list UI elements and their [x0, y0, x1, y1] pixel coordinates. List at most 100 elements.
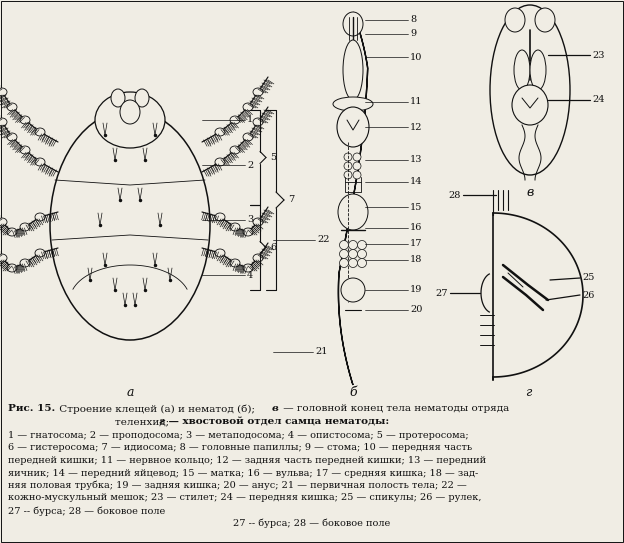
Ellipse shape [7, 133, 17, 141]
Text: Строение клещей (а) и нематод (б);: Строение клещей (а) и нематод (б); [56, 404, 258, 414]
Ellipse shape [358, 258, 366, 268]
Text: 7: 7 [288, 195, 295, 205]
Ellipse shape [348, 241, 358, 249]
Ellipse shape [333, 97, 373, 111]
Ellipse shape [7, 103, 17, 111]
Ellipse shape [344, 162, 352, 170]
Ellipse shape [50, 110, 210, 340]
Text: 21: 21 [315, 348, 328, 357]
Ellipse shape [505, 8, 525, 32]
Text: 8: 8 [410, 16, 416, 24]
Ellipse shape [358, 249, 366, 258]
Ellipse shape [337, 107, 369, 147]
Ellipse shape [95, 92, 165, 148]
Ellipse shape [343, 12, 363, 36]
Text: 11: 11 [410, 98, 422, 106]
Text: 23: 23 [592, 50, 605, 60]
Ellipse shape [135, 89, 149, 107]
Ellipse shape [353, 162, 361, 170]
Text: 14: 14 [410, 178, 422, 186]
Text: — головной конец тела нематоды отряда: — головной конец тела нематоды отряда [280, 404, 509, 413]
Text: 5: 5 [270, 153, 276, 162]
Ellipse shape [514, 50, 530, 90]
Ellipse shape [339, 258, 348, 268]
Text: теленхид;: теленхид; [115, 417, 172, 426]
Ellipse shape [339, 241, 348, 249]
Text: 9: 9 [410, 29, 416, 39]
Ellipse shape [20, 223, 30, 231]
Text: 19: 19 [410, 286, 422, 294]
Text: б: б [349, 386, 357, 399]
Ellipse shape [35, 128, 45, 136]
Ellipse shape [230, 259, 240, 267]
Ellipse shape [344, 171, 352, 179]
Ellipse shape [0, 254, 7, 262]
Text: г: г [158, 417, 164, 426]
Ellipse shape [348, 249, 358, 258]
Text: 2: 2 [247, 161, 253, 169]
Text: передней кишки; 11 — нервное кольцо; 12 — задняя часть передней кишки; 13 — пере: передней кишки; 11 — нервное кольцо; 12 … [8, 456, 486, 465]
Ellipse shape [348, 258, 358, 268]
Ellipse shape [338, 194, 368, 230]
Text: 27 -- бурса; 28 — боковое поле: 27 -- бурса; 28 — боковое поле [8, 506, 165, 515]
Ellipse shape [253, 254, 263, 262]
Text: 18: 18 [410, 256, 422, 264]
Ellipse shape [0, 218, 7, 226]
Text: 15: 15 [410, 203, 422, 212]
Ellipse shape [7, 228, 17, 236]
Ellipse shape [230, 116, 240, 124]
Ellipse shape [215, 128, 225, 136]
Ellipse shape [490, 5, 570, 175]
Ellipse shape [253, 88, 263, 96]
Text: 1: 1 [247, 116, 253, 124]
Text: 27: 27 [436, 288, 448, 298]
Text: 20: 20 [410, 306, 422, 314]
Ellipse shape [243, 228, 253, 236]
Text: кожно-мускульный мешок; 23 — стилет; 24 — передняя кишка; 25 — спикулы; 26 — рул: кожно-мускульный мешок; 23 — стилет; 24 … [8, 494, 482, 502]
Text: няя половая трубка; 19 — задняя кишка; 20 — анус; 21 — первичная полость тела; 2: няя половая трубка; 19 — задняя кишка; 2… [8, 481, 467, 490]
Text: Рис. 15.: Рис. 15. [8, 404, 56, 413]
Text: 13: 13 [410, 155, 422, 165]
Text: 25: 25 [582, 274, 595, 282]
Text: яичник; 14 — передний яйцевод; 15 — матка; 16 — вульва; 17 — средняя кишка; 18 —: яичник; 14 — передний яйцевод; 15 — матк… [8, 469, 478, 477]
Ellipse shape [535, 8, 555, 32]
Text: 24: 24 [592, 96, 605, 104]
Ellipse shape [215, 158, 225, 166]
Ellipse shape [341, 278, 365, 302]
Ellipse shape [358, 241, 366, 249]
Ellipse shape [215, 249, 225, 257]
Ellipse shape [243, 103, 253, 111]
Ellipse shape [253, 218, 263, 226]
Ellipse shape [35, 158, 45, 166]
Ellipse shape [20, 146, 30, 154]
Ellipse shape [0, 88, 7, 96]
Text: 6: 6 [270, 243, 276, 252]
Text: 1 — гнатосома; 2 — проподосома; 3 — метаподосома; 4 — опистосома; 5 — протеросом: 1 — гнатосома; 2 — проподосома; 3 — мета… [8, 431, 469, 440]
Ellipse shape [35, 249, 45, 257]
Text: а: а [126, 386, 134, 399]
Ellipse shape [120, 100, 140, 124]
Ellipse shape [512, 85, 548, 125]
Ellipse shape [0, 118, 7, 126]
Text: в: в [272, 404, 279, 413]
Ellipse shape [243, 264, 253, 272]
Ellipse shape [339, 249, 348, 258]
Text: г: г [525, 386, 531, 399]
Text: 26: 26 [582, 291, 595, 300]
Ellipse shape [353, 153, 361, 161]
Ellipse shape [253, 118, 263, 126]
Text: 17: 17 [410, 239, 422, 249]
Ellipse shape [530, 50, 546, 90]
Ellipse shape [343, 40, 363, 100]
Text: 3: 3 [247, 216, 253, 224]
Text: 16: 16 [410, 224, 422, 232]
Text: — хвостовой отдел самца нематоды:: — хвостовой отдел самца нематоды: [165, 417, 389, 426]
Text: 12: 12 [410, 123, 422, 131]
Ellipse shape [215, 213, 225, 221]
Text: 27 -- бурса; 28 — боковое поле: 27 -- бурса; 28 — боковое поле [233, 519, 391, 528]
Text: 22: 22 [317, 236, 329, 244]
Ellipse shape [35, 213, 45, 221]
Text: в: в [527, 186, 534, 199]
Text: 10: 10 [410, 53, 422, 61]
Ellipse shape [20, 259, 30, 267]
